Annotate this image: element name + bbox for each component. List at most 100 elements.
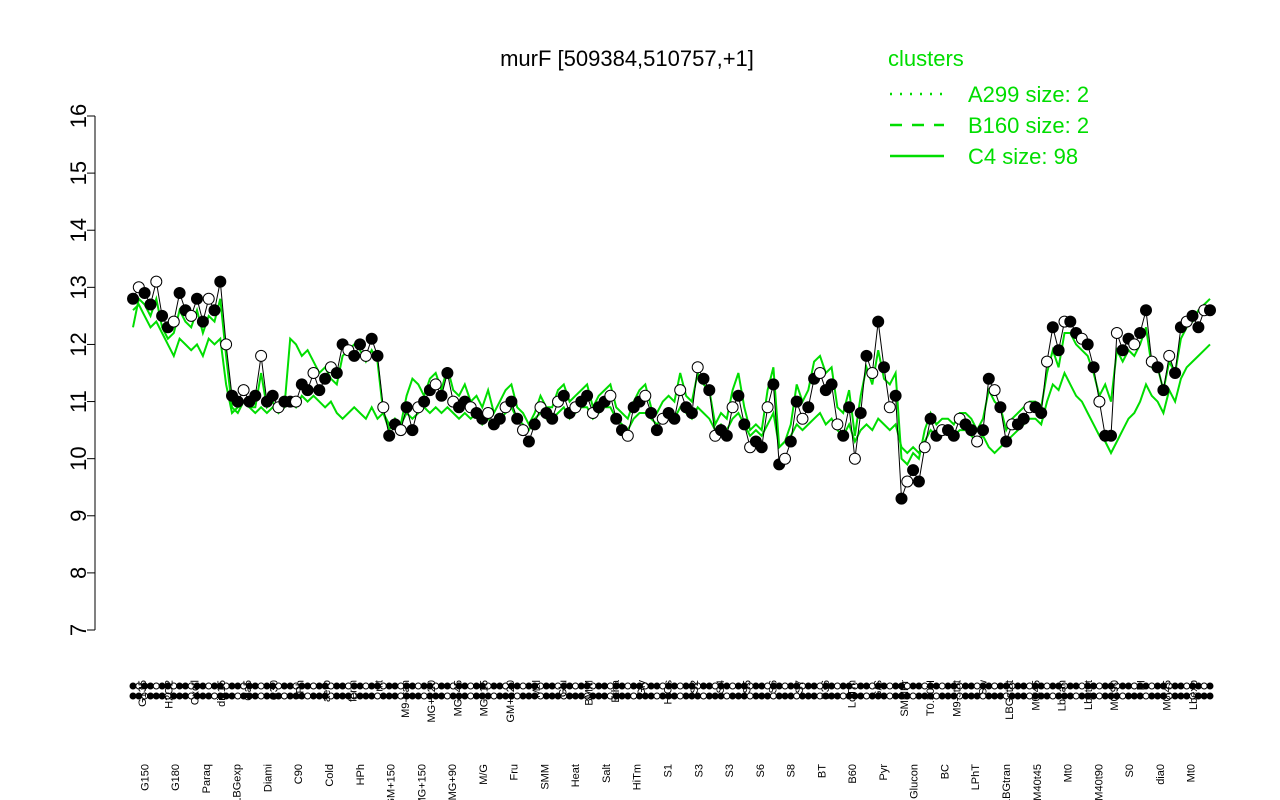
data-point [604, 389, 617, 402]
rug-mark [915, 692, 923, 700]
y-tick-label: 9 [66, 510, 91, 522]
rug-mark [781, 692, 789, 700]
data-point [581, 389, 594, 402]
rug-mark [1148, 682, 1156, 690]
rug-mark [892, 692, 900, 700]
x-tick-label: MG+90 [447, 764, 459, 800]
data-point [971, 435, 984, 448]
x-tick-label: S6 [768, 680, 780, 693]
rug-mark [1072, 682, 1080, 690]
rug-mark [909, 682, 917, 690]
data-point [779, 452, 791, 465]
data-point [924, 412, 937, 425]
x-tick-label: T0.30H [925, 680, 937, 716]
rug-mark [804, 682, 812, 690]
rug-mark [1124, 682, 1132, 690]
data-point [1064, 315, 1077, 328]
data-point [359, 349, 372, 362]
rug-mark [181, 682, 189, 690]
rug-mark [944, 682, 952, 690]
data-point [429, 378, 442, 391]
rug-mark [804, 692, 812, 700]
rug-mark [595, 692, 603, 700]
data-point [482, 407, 495, 419]
rug-mark [938, 682, 946, 690]
x-tick-label: GM+150 [386, 764, 398, 800]
rug-mark [647, 692, 655, 700]
data-point [860, 349, 873, 362]
data-point [435, 389, 448, 402]
data-point [668, 412, 681, 425]
data-point [191, 292, 203, 305]
data-point [418, 395, 431, 408]
y-tick-label: 13 [66, 275, 91, 299]
rug-mark [234, 692, 242, 700]
data-point [138, 287, 151, 299]
series-points [127, 275, 1216, 505]
x-tick-label: SMM [539, 764, 551, 790]
data-point [220, 338, 233, 351]
rug-mark [391, 692, 399, 700]
rug-mark [286, 682, 294, 690]
x-tick-label: Salt [601, 764, 613, 783]
data-point [814, 367, 826, 379]
x-tick-label: LBGtran [1001, 764, 1013, 800]
rug-mark [700, 692, 708, 700]
x-tick-label: BI [1135, 680, 1147, 690]
rug-mark [571, 682, 579, 690]
rug-mark [176, 692, 184, 700]
x-tick-label: S4 [715, 680, 727, 693]
data-point [517, 424, 529, 437]
rug-mark [1200, 682, 1208, 690]
x-tick-label: G135 [137, 680, 149, 707]
rug-mark [886, 682, 894, 690]
x-tick-label: nit [374, 680, 386, 692]
rug-mark [991, 692, 999, 700]
data-point [1134, 327, 1147, 339]
rug-mark [152, 682, 160, 690]
rug-mark [1154, 692, 1162, 700]
data-point [1110, 327, 1123, 339]
y-tick-label: 10 [66, 446, 91, 470]
x-tick-label: S5 [741, 680, 753, 693]
data-point [912, 475, 925, 488]
rug-mark [129, 692, 137, 700]
rug-mark [129, 682, 137, 690]
x-tick-label: LPh [295, 680, 307, 700]
data-point [645, 407, 658, 419]
data-point [185, 309, 198, 322]
data-point [493, 412, 506, 425]
x-labels: G135 H2O2 Oxctl dia15 dia5 C30 LPh aero ferm nit M… [137, 679, 1200, 800]
x-tick-label: M9-stat [951, 680, 963, 717]
data-point [441, 367, 454, 379]
rug-mark [362, 692, 370, 700]
rug-mark [1095, 692, 1103, 700]
data-point [1169, 367, 1182, 379]
rug-mark [1101, 692, 1109, 700]
rug-mark [385, 682, 393, 690]
rug-mark [839, 692, 847, 700]
legend: clusters A299 size: 2 B160 size: 2 C4 size… [888, 46, 1089, 169]
rug-mark [339, 692, 347, 700]
data-point [901, 475, 914, 488]
x-tick-label: S7 [794, 680, 806, 693]
rug-mark [1049, 682, 1057, 690]
rug-mark [909, 692, 917, 700]
data-point [802, 401, 815, 414]
x-tick-label: Sw [978, 680, 990, 695]
data-point [319, 372, 332, 385]
rug-mark [176, 682, 184, 690]
rug-mark [705, 682, 713, 690]
data-point [796, 412, 809, 425]
rug-mark [653, 682, 661, 690]
rug-mark [1124, 692, 1132, 700]
rug-mark [676, 682, 684, 690]
x-tick-label: Lbstat [1083, 680, 1095, 710]
data-point [767, 378, 780, 391]
rug-mark [967, 682, 975, 690]
rug-mark [414, 682, 422, 690]
data-point [202, 292, 215, 305]
x-tick-label: G180 [170, 764, 182, 791]
data-point [1081, 338, 1094, 351]
data-point [831, 418, 844, 431]
